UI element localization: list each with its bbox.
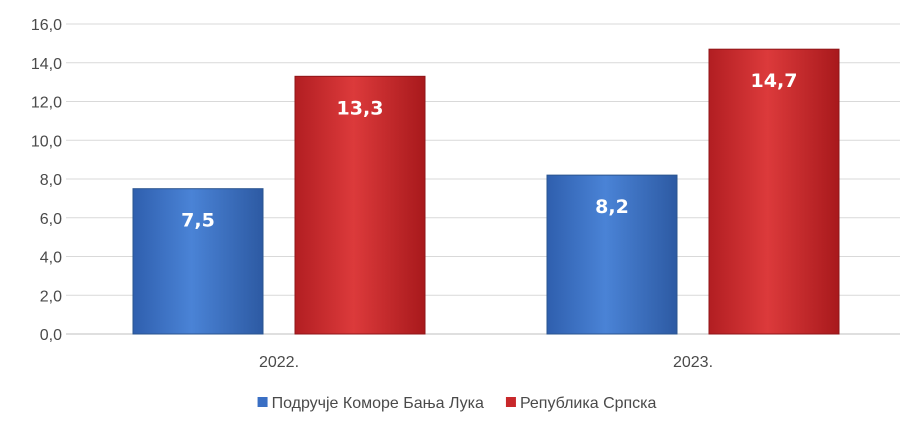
y-tick-label: 12,0: [31, 95, 62, 112]
legend-swatch: [505, 397, 516, 407]
bar: [294, 75, 426, 335]
bar: [546, 174, 678, 335]
data-label: 14,7: [751, 70, 798, 92]
legend: Подручје Коморе Бања Лука Република Српск…: [257, 395, 657, 412]
bar: [708, 48, 840, 335]
y-tick-label: 14,0: [31, 56, 62, 73]
data-label: 13,3: [337, 97, 384, 119]
y-tick-label: 8,0: [40, 172, 62, 189]
legend-label: Подручје Коморе Бања Лука: [272, 395, 484, 412]
y-tick-label: 0,0: [40, 327, 62, 344]
legend-swatch: [257, 397, 268, 407]
bar: [132, 188, 264, 335]
y-tick-label: 10,0: [31, 133, 62, 150]
bars: [132, 48, 840, 335]
x-axis-labels: 2022. 2023.: [259, 354, 713, 371]
x-tick-label: 2022.: [259, 354, 299, 371]
data-label: 8,2: [595, 196, 629, 218]
y-tick-label: 4,0: [40, 250, 62, 267]
y-tick-label: 6,0: [40, 211, 62, 228]
x-tick-label: 2023.: [673, 354, 713, 371]
y-tick-label: 2,0: [40, 288, 62, 305]
data-label: 7,5: [181, 210, 215, 232]
y-tick-label: 16,0: [31, 17, 62, 34]
data-labels: 7,5 13,3 8,2 14,7: [181, 70, 797, 232]
legend-label: Република Српска: [520, 395, 657, 412]
y-axis-ticks: 0,0 2,0 4,0 6,0 8,0 10,0 12,0 14,0 16,0: [31, 17, 62, 344]
